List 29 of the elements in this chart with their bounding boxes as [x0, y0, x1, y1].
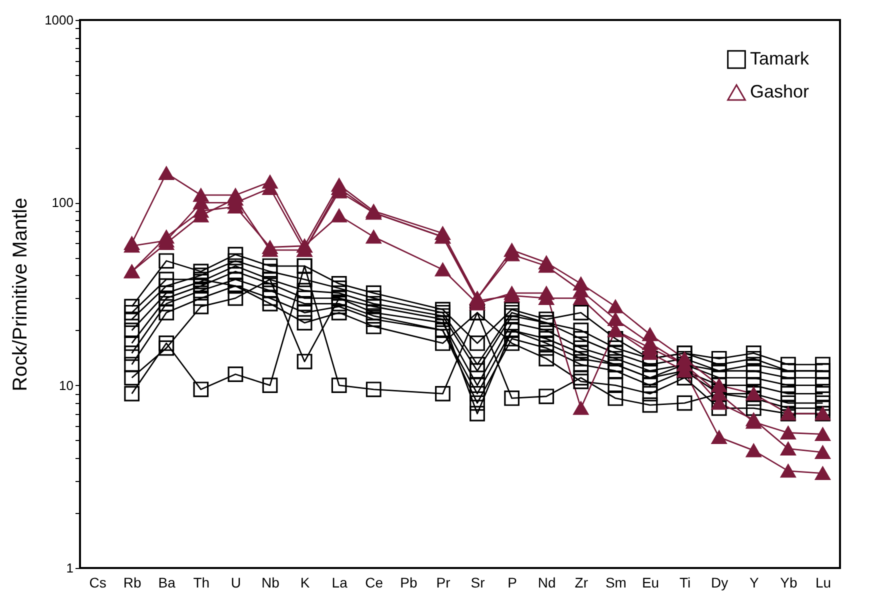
- y-tick-label: 10: [59, 378, 74, 393]
- x-tick-label: Cs: [89, 574, 106, 590]
- x-tick-label: Sr: [470, 574, 486, 590]
- x-tick-label: Pb: [400, 574, 418, 590]
- legend-label: Gashor: [750, 82, 810, 102]
- y-tick-label: 1: [66, 560, 74, 576]
- x-tick-label: La: [332, 574, 348, 590]
- x-tick-label: Zr: [574, 574, 588, 590]
- x-tick-label: Sm: [605, 574, 626, 590]
- x-tick-label: U: [230, 574, 242, 590]
- x-tick-label: Nb: [262, 574, 280, 590]
- x-tick-label: Lu: [815, 574, 832, 590]
- x-tick-label: Ce: [365, 574, 384, 590]
- x-tick-label: Ti: [679, 574, 691, 590]
- x-tick-label: Dy: [711, 574, 728, 590]
- legend-label: Tamark: [750, 48, 810, 68]
- y-axis-title: Rock/Primitive Mantle: [10, 198, 32, 392]
- x-tick-label: Y: [749, 574, 760, 590]
- x-tick-label: Eu: [642, 574, 660, 590]
- x-tick-label: Rb: [123, 574, 142, 590]
- x-tick-label: Pr: [436, 574, 451, 590]
- y-tick-label: 1000: [44, 12, 74, 28]
- x-tick-label: K: [300, 574, 310, 590]
- y-tick-label: 100: [52, 195, 74, 210]
- x-tick-label: Nd: [538, 574, 556, 590]
- x-tick-label: Yb: [780, 574, 798, 590]
- x-tick-label: P: [508, 574, 517, 590]
- x-tick-label: Ba: [158, 574, 176, 590]
- x-tick-label: Th: [193, 574, 210, 590]
